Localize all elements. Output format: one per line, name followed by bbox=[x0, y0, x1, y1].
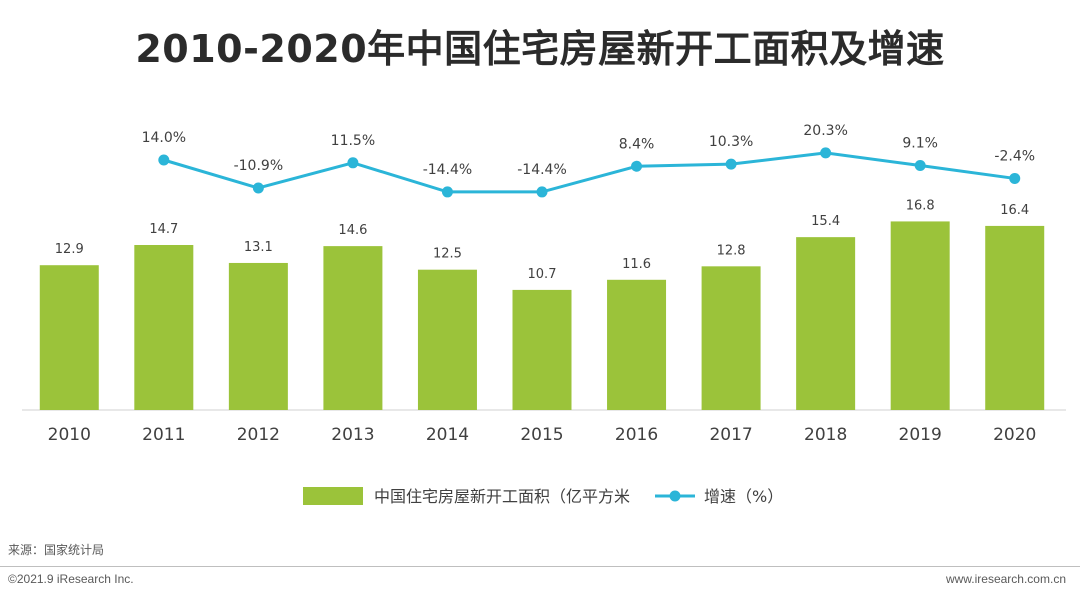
bar-2016 bbox=[607, 279, 667, 410]
x-tick-2016: 2016 bbox=[615, 425, 658, 445]
growth-point-2017 bbox=[725, 158, 737, 170]
x-tick-2012: 2012 bbox=[237, 425, 280, 445]
bar-label-2012: 13.1 bbox=[244, 240, 273, 255]
x-tick-2014: 2014 bbox=[426, 425, 469, 445]
growth-point-2013 bbox=[347, 157, 359, 169]
growth-point-2020 bbox=[1009, 172, 1021, 184]
growth-label-2015: -14.4% bbox=[517, 162, 567, 178]
growth-point-2014 bbox=[441, 186, 453, 198]
bar-label-2014: 12.5 bbox=[433, 247, 462, 262]
x-tick-2018: 2018 bbox=[804, 425, 847, 445]
x-tick-2017: 2017 bbox=[709, 425, 752, 445]
legend-line-label: 增速（%） bbox=[704, 487, 783, 506]
bar-label-2018: 15.4 bbox=[811, 214, 840, 229]
bar-2011 bbox=[134, 245, 194, 410]
growth-label-2014: -14.4% bbox=[423, 162, 473, 178]
legend-bar-swatch bbox=[303, 487, 363, 505]
bar-2020 bbox=[985, 225, 1045, 410]
growth-label-2012: -10.9% bbox=[234, 158, 284, 174]
growth-line bbox=[163, 151, 1015, 194]
growth-label-2013: 11.5% bbox=[331, 133, 375, 149]
bar-2015 bbox=[512, 289, 572, 410]
bar-2013 bbox=[323, 246, 383, 410]
growth-point-2011 bbox=[158, 154, 170, 166]
x-tick-2011: 2011 bbox=[142, 425, 185, 445]
bar-label-2020: 16.4 bbox=[1000, 203, 1029, 218]
growth-label-2019: 9.1% bbox=[902, 136, 938, 152]
copyright-text: ©2021.9 iResearch Inc. bbox=[8, 572, 134, 586]
growth-point-2018 bbox=[820, 147, 832, 159]
chart-title: 2010-2020年中国住宅房屋新开工面积及增速 bbox=[135, 27, 945, 71]
growth-point-2012 bbox=[252, 182, 264, 194]
bar-label-2011: 14.7 bbox=[149, 222, 178, 237]
bar-2010 bbox=[39, 265, 99, 410]
bar-2019 bbox=[890, 221, 950, 410]
growth-point-2015 bbox=[536, 186, 548, 198]
bar-2012 bbox=[228, 262, 288, 410]
bar-2018 bbox=[796, 237, 856, 410]
bar-2017 bbox=[701, 266, 761, 410]
website-link[interactable]: www.iresearch.com.cn bbox=[945, 572, 1066, 586]
footer-divider bbox=[0, 566, 1080, 567]
legend-bar-label: 中国住宅房屋新开工面积（亿平方米 bbox=[374, 487, 630, 506]
bar-label-2016: 11.6 bbox=[622, 257, 651, 272]
bar-label-2013: 14.6 bbox=[338, 223, 367, 238]
legend-line-marker bbox=[669, 490, 681, 502]
x-tick-2020: 2020 bbox=[993, 425, 1036, 445]
x-tick-2010: 2010 bbox=[48, 425, 91, 445]
growth-label-2016: 8.4% bbox=[619, 136, 655, 152]
x-tick-2013: 2013 bbox=[331, 425, 374, 445]
bar-label-2010: 12.9 bbox=[55, 242, 84, 257]
growth-point-2016 bbox=[631, 160, 643, 172]
bar-2014 bbox=[417, 269, 477, 410]
source-note: 来源：国家统计局 bbox=[8, 543, 105, 557]
bar-label-2015: 10.7 bbox=[528, 267, 557, 282]
growth-label-2020: -2.4% bbox=[994, 148, 1035, 164]
growth-label-2017: 10.3% bbox=[709, 134, 753, 150]
bar-label-2019: 16.8 bbox=[906, 198, 935, 213]
growth-label-2018: 20.3% bbox=[803, 123, 847, 139]
x-tick-2019: 2019 bbox=[899, 425, 942, 445]
growth-point-2019 bbox=[914, 160, 926, 172]
bar-label-2017: 12.8 bbox=[717, 243, 746, 258]
growth-label-2011: 14.0% bbox=[142, 130, 186, 146]
x-tick-2015: 2015 bbox=[520, 425, 563, 445]
